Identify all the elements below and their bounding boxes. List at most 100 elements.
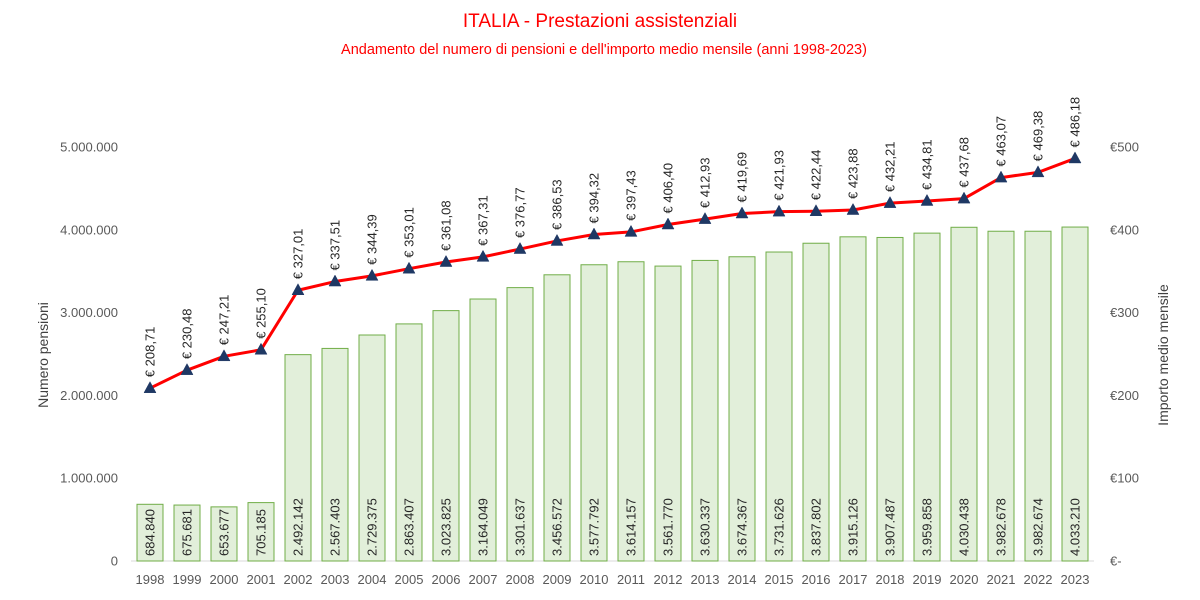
- x-tick-label: 2023: [1061, 572, 1090, 587]
- line-marker: [661, 217, 675, 230]
- x-tick-label: 2019: [913, 572, 942, 587]
- line-marker: [254, 342, 268, 355]
- bar: [654, 265, 682, 562]
- line-data-labels: € 208,71 € 230,48 € 247,21 € 255,10 € 327,01…: [143, 97, 1083, 377]
- line-marker: [439, 255, 453, 267]
- bar: [691, 259, 719, 562]
- bar-data-label: 3.577.792: [587, 498, 602, 556]
- y2-tick-label: €100: [1110, 471, 1139, 486]
- line-marker: [587, 227, 601, 240]
- bar-data-label: 3.731.626: [772, 498, 787, 556]
- line-marker: [1068, 151, 1082, 164]
- bar-data-label: 3.023.825: [439, 498, 454, 556]
- line-marker: [143, 381, 157, 393]
- x-tick-label: 2005: [395, 572, 424, 587]
- bar-data-labels: 684.840 675.681 653.677 705.185 2.492.142 2.5…: [143, 498, 1083, 556]
- x-tick-label: 2018: [876, 572, 905, 587]
- bar-data-label: 705.185: [254, 509, 269, 556]
- bar-data-label: 4.033.210: [1068, 498, 1083, 556]
- line-data-label: € 397,43: [624, 170, 639, 221]
- line-data-label: € 327,01: [291, 229, 306, 280]
- bar-data-label: 653.677: [217, 509, 232, 556]
- bar: [543, 274, 571, 562]
- bar: [728, 256, 756, 562]
- x-tick-label: 2017: [839, 572, 868, 587]
- line-marker: [624, 224, 638, 237]
- bar-data-label: 2.567.403: [328, 498, 343, 556]
- line-data-label: € 353,01: [402, 207, 417, 258]
- x-tick-label: 1999: [173, 572, 202, 587]
- bar: [987, 230, 1015, 562]
- line-data-label: € 437,68: [957, 137, 972, 188]
- x-tick-label: 2008: [506, 572, 535, 587]
- bar: [395, 323, 423, 562]
- line-data-label: € 376,77: [513, 187, 528, 238]
- y-tick-label: 5.000.000: [60, 140, 118, 155]
- x-tick-label: 2007: [469, 572, 498, 587]
- x-tick-label: 1998: [136, 572, 165, 587]
- bar-data-label: 2.729.375: [365, 498, 380, 556]
- line-markers: [143, 151, 1082, 393]
- y2-tick-label: €400: [1110, 222, 1139, 237]
- y-tick-label: 4.000.000: [60, 222, 118, 237]
- bar: [358, 334, 386, 562]
- line-marker: [365, 268, 379, 281]
- line-data-label: € 247,21: [217, 295, 232, 346]
- chart-title: ITALIA - Prestazioni assistenziali: [463, 11, 737, 32]
- bar-data-label: 3.982.678: [994, 498, 1009, 556]
- x-tick-label: 2021: [987, 572, 1016, 587]
- line-data-label: € 463,07: [994, 116, 1009, 167]
- line-marker: [735, 206, 749, 219]
- line-data-label: € 394,32: [587, 173, 602, 224]
- x-tick-label: 2020: [950, 572, 979, 587]
- bar: [284, 354, 312, 562]
- bar: [321, 347, 349, 562]
- line-marker: [846, 203, 860, 215]
- line-data-label: € 255,10: [254, 288, 269, 339]
- y2-tick-label: €300: [1110, 305, 1139, 320]
- y-axis-title: Numero pensioni: [35, 302, 51, 408]
- bar-data-label: 3.907.487: [883, 498, 898, 556]
- line-marker: [1031, 165, 1045, 178]
- x-tick-label: 2011: [617, 572, 645, 587]
- chart-subtitle: Andamento del numero di pensioni e dell'…: [341, 42, 867, 58]
- line-data-label: € 386,53: [550, 179, 565, 230]
- line-data-label: € 412,93: [698, 157, 713, 208]
- bar: [913, 232, 941, 562]
- y2-axis-title: Importo medio mensile: [1155, 284, 1171, 426]
- line-data-label: € 421,93: [772, 150, 787, 201]
- line-data-label: € 432,21: [883, 142, 898, 193]
- line-marker: [809, 204, 823, 216]
- line-data-label: € 361,08: [439, 200, 454, 251]
- bar: [1024, 230, 1052, 562]
- x-tick-label: 2001: [247, 572, 276, 587]
- line-marker: [698, 212, 712, 224]
- bar: [617, 261, 645, 562]
- bar-data-label: 3.630.337: [698, 498, 713, 556]
- x-tick-label: 2022: [1024, 572, 1053, 587]
- bar-data-label: 3.164.049: [476, 498, 491, 556]
- bar: [136, 503, 164, 562]
- line-marker: [180, 363, 194, 375]
- y2-tick-label: €500: [1110, 140, 1139, 155]
- x-tick-label: 2009: [543, 572, 572, 587]
- line-data-label: € 422,44: [809, 150, 824, 201]
- bar: [173, 504, 201, 562]
- bar-data-label: 3.614.157: [624, 498, 639, 556]
- line-marker: [513, 242, 527, 254]
- y2-tick-label: €200: [1110, 388, 1139, 403]
- y-tick-label: 0: [111, 554, 118, 569]
- line-marker: [291, 283, 305, 295]
- bar-data-label: 3.456.572: [550, 498, 565, 556]
- line-marker: [328, 274, 342, 287]
- line-data-label: € 367,31: [476, 195, 491, 246]
- bar-data-label: 675.681: [180, 509, 195, 556]
- bar: [469, 298, 497, 562]
- x-tick-label: 2004: [358, 572, 387, 587]
- line-marker: [476, 249, 490, 262]
- axes: 0 1.000.000 2.000.000 3.000.000 4.000.000 5.0…: [60, 140, 1139, 588]
- line-data-label: € 208,71: [143, 327, 158, 378]
- line-data-label: € 434,81: [920, 139, 935, 190]
- line-marker: [920, 193, 934, 206]
- line-data-label: € 406,40: [661, 163, 676, 214]
